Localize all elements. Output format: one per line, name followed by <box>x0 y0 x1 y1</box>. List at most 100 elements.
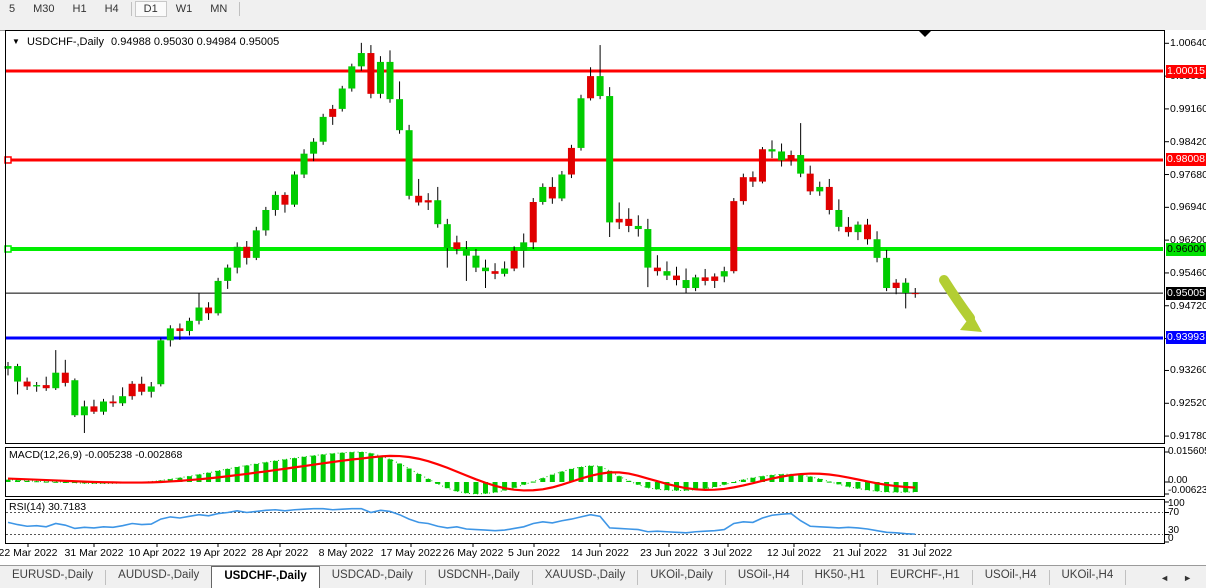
macd-histogram-bar <box>798 475 804 482</box>
candle-body <box>100 401 107 412</box>
macd-histogram-bar <box>368 453 374 482</box>
timeframe-button-w1[interactable]: W1 <box>175 3 193 15</box>
candle-body <box>510 250 518 269</box>
macd-histogram-bar <box>635 482 641 485</box>
price-tick-label: 0.99160 <box>1170 102 1206 115</box>
timeframe-button-m30[interactable]: M30 <box>33 3 55 15</box>
chevron-down-icon[interactable]: ▼ <box>12 37 20 46</box>
macd-histogram-bar <box>330 453 336 482</box>
tab-eurchf[interactable]: EURCHF-,H1 <box>890 569 960 581</box>
timeframe-button-d1[interactable]: D1 <box>134 1 167 17</box>
down-arrow-annotation[interactable] <box>939 275 975 323</box>
candle-body <box>816 186 824 192</box>
candle-body <box>844 226 852 233</box>
date-tick-label: 12 Jul 2022 <box>766 547 822 559</box>
date-tick-label: 3 Jul 2022 <box>703 547 753 559</box>
rsi-scale-30: 30 <box>1168 525 1180 536</box>
candle-body <box>61 372 69 383</box>
tab-separator <box>1048 570 1050 585</box>
macd-histogram-bar <box>43 481 49 483</box>
tab-usoil-h4[interactable]: USOil-,H4 <box>737 569 790 581</box>
macd-histogram-bar <box>483 482 488 494</box>
candle-body <box>567 147 575 175</box>
candle-body <box>806 173 814 192</box>
tab-usdcnh[interactable]: USDCNH-,Daily <box>437 569 520 581</box>
tab-xauusd[interactable]: XAUUSD-,Daily <box>544 569 626 581</box>
tab-ukoil-daily[interactable]: UKOil-,Daily <box>650 569 713 581</box>
candle-body <box>482 267 489 272</box>
macd-histogram-bar <box>874 482 880 492</box>
timeframe-button-mn[interactable]: MN <box>210 3 228 15</box>
candle-body <box>615 218 623 223</box>
price-tick-label: 0.94720 <box>1170 299 1206 312</box>
price-tick-label: 1.00640 <box>1170 37 1206 50</box>
chart-tab-bar: EURUSD-,Daily AUDUSD-,Daily USDCHF-,Dail… <box>0 565 1206 588</box>
price-tick-label: 0.95460 <box>1170 266 1206 279</box>
candle-body <box>596 76 604 97</box>
scroll-shift-marker-icon[interactable] <box>919 31 931 37</box>
tab-separator <box>971 570 973 585</box>
tab-separator <box>877 570 879 585</box>
candle-body <box>720 271 728 277</box>
candle-body <box>701 277 709 281</box>
tab-separator <box>531 570 533 585</box>
timeframe-button-h1[interactable]: H1 <box>72 3 87 15</box>
macd-histogram-bar <box>750 477 756 482</box>
candle-body <box>883 257 891 289</box>
tab-separator <box>801 570 803 585</box>
tab-usdchf-active[interactable]: USDCHF-,Daily <box>211 566 320 588</box>
candle-body <box>472 255 480 268</box>
candle-body <box>4 366 12 369</box>
tab-hk50[interactable]: HK50-,H1 <box>814 569 866 581</box>
candle-body <box>157 340 165 385</box>
candle-body <box>692 277 700 289</box>
tab-eurusd[interactable]: EURUSD-,Daily <box>12 569 94 581</box>
macd-histogram-bar <box>502 482 508 491</box>
candle-body <box>376 61 384 94</box>
macd-histogram-bar <box>24 480 30 482</box>
macd-histogram-bar <box>865 482 870 491</box>
tab-separator <box>105 570 107 585</box>
macd-scale-zero: 0.00 <box>1168 475 1188 486</box>
chart-ohlc-values: 0.94988 0.95030 0.94984 0.95005 <box>111 36 280 48</box>
macd-histogram-bar <box>626 480 632 482</box>
date-tick-label: 22 Mar 2022 <box>0 547 58 559</box>
macd-histogram-bar <box>664 482 670 491</box>
macd-histogram-bar <box>588 465 594 482</box>
tab-scroll-left-icon[interactable]: ◄ <box>1160 572 1170 583</box>
candle-body <box>205 307 213 314</box>
candle-body <box>797 155 805 174</box>
rsi-line <box>7 507 916 535</box>
candle-body <box>281 194 289 205</box>
macd-histogram-bar <box>740 479 746 482</box>
macd-histogram-bar <box>387 459 393 482</box>
macd-histogram-bar <box>397 463 403 482</box>
rsi-scale-100: 100 <box>1168 498 1185 509</box>
candle-body <box>33 385 41 387</box>
chart-title: ▼ USDCHF-,Daily 0.94988 0.95030 0.94984 … <box>12 36 283 48</box>
candle-body <box>529 202 537 243</box>
date-tick-label: 5 Jun 2022 <box>508 547 560 559</box>
tab-usoil-h4-2[interactable]: USOil-,H4 <box>984 569 1037 581</box>
macd-histogram-bar <box>779 474 785 482</box>
candle-body <box>386 61 394 100</box>
macd-histogram-bar <box>492 482 498 493</box>
tab-scroll-right-icon[interactable]: ► <box>1183 572 1192 583</box>
tab-audusd[interactable]: AUDUSD-,Daily <box>118 569 200 581</box>
panel-frame <box>5 447 1165 497</box>
timeframe-button-h4[interactable]: H4 <box>104 3 119 15</box>
candle-body <box>749 177 757 182</box>
candle-body <box>357 53 365 67</box>
down-arrow-annotation-head[interactable] <box>960 314 982 332</box>
macd-histogram-bar <box>473 482 479 494</box>
tab-usdcad[interactable]: USDCAD-,Daily <box>331 569 413 581</box>
macd-histogram-bar <box>540 478 546 482</box>
macd-histogram-bar <box>282 459 288 482</box>
tab-ukoil-h4[interactable]: UKOil-,H4 <box>1061 569 1114 581</box>
timeframe-button-m5[interactable]: 5 <box>9 3 16 15</box>
macd-histogram-bar <box>349 452 355 482</box>
candle-body <box>262 209 270 231</box>
candle-body <box>166 328 174 341</box>
macd-histogram-bar <box>645 482 651 488</box>
